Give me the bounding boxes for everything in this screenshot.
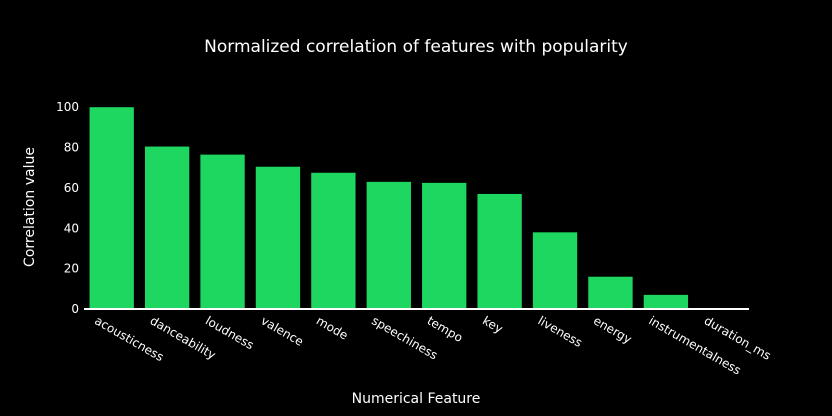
y-tick-label: 40	[64, 221, 79, 235]
x-tick-label: tempo	[425, 313, 466, 344]
x-tick-label: mode	[314, 313, 350, 342]
y-tick-label: 0	[71, 302, 79, 316]
x-axis-title: Numerical Feature	[352, 391, 481, 407]
bar-danceability	[144, 146, 190, 309]
bar-valence	[255, 166, 301, 309]
bar-liveness	[532, 232, 578, 309]
y-tick-label: 100	[56, 100, 79, 114]
bar-instrumentalness	[643, 294, 689, 309]
bar-tempo	[422, 182, 467, 309]
y-tick-label: 60	[64, 181, 79, 195]
bar-mode	[311, 172, 356, 309]
y-ticks-group: 0 20 40 60 80 100	[56, 100, 79, 316]
y-axis-title: Correlation value	[22, 147, 38, 267]
x-tick-label: energy	[591, 313, 634, 346]
x-tick-label: valence	[258, 313, 306, 349]
bar-loudness	[200, 154, 245, 309]
chart-title: Normalized correlation of features with …	[204, 37, 628, 57]
x-tick-label: instrumentalness	[646, 313, 743, 377]
bar-acousticness	[89, 107, 134, 310]
y-tick-label: 80	[64, 141, 79, 155]
x-tick-label: liveness	[536, 313, 585, 349]
bars-group	[89, 107, 689, 310]
bar-energy	[588, 276, 633, 309]
y-tick-label: 20	[64, 262, 79, 276]
bar-speechiness	[366, 181, 411, 309]
bar-key	[477, 193, 522, 309]
x-tick-label: key	[480, 313, 505, 336]
